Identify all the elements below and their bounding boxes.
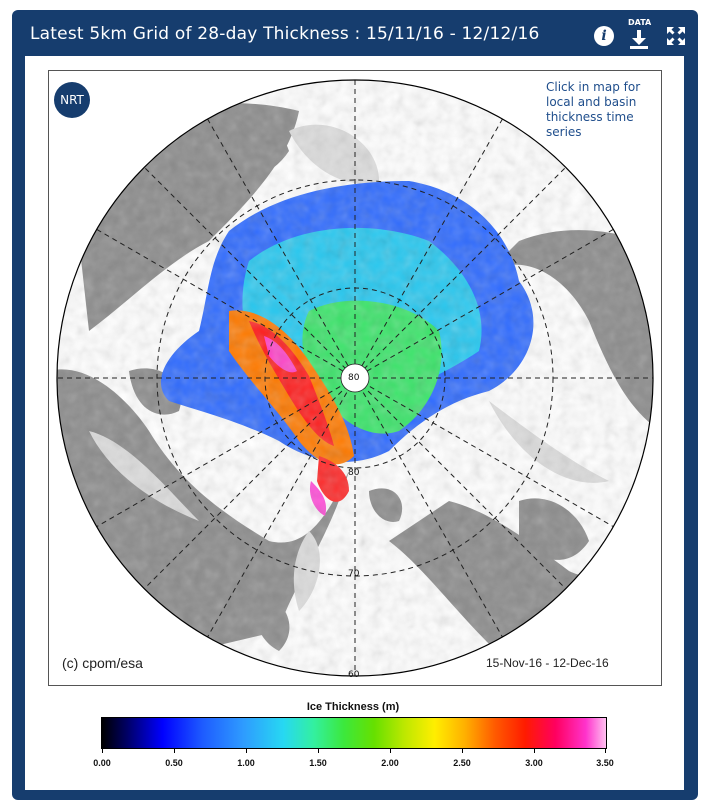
colorbar-tick-label: 2.00 <box>381 758 399 768</box>
widget-title: Latest 5km Grid of 28-day Thickness : 15… <box>30 24 540 44</box>
map-hint: Click in map for local and basin thickne… <box>546 80 641 139</box>
colorbar-tick <box>462 748 463 753</box>
lat-label-60: 60 <box>348 670 360 680</box>
lat-label-70b: 70 <box>348 569 360 579</box>
colorbar-tick-label: 3.50 <box>596 758 614 768</box>
map-boundary <box>56 79 654 677</box>
colorbar-tick <box>318 748 319 753</box>
expand-icon[interactable] <box>666 26 686 46</box>
colorbar-tick <box>605 748 606 753</box>
colorbar-tick <box>390 748 391 753</box>
polar-map-svg[interactable]: 80 80 70 60 <box>49 71 661 685</box>
colorbar-tick <box>174 748 175 753</box>
colorbar-tick-label: 0.00 <box>93 758 111 768</box>
colorbar-tick-label: 2.50 <box>453 758 471 768</box>
info-icon[interactable]: i <box>594 26 614 46</box>
copyright-text: (c) cpom/esa <box>62 655 143 671</box>
download-icon[interactable] <box>628 28 650 50</box>
colorbar-tick <box>534 748 535 753</box>
colorbar-title: Ice Thickness (m) <box>306 701 400 713</box>
lat-label-80: 80 <box>348 373 360 383</box>
colorbar-tick-label: 1.50 <box>309 758 327 768</box>
lat-label-70: 80 <box>348 468 360 478</box>
nrt-badge: NRT <box>54 82 90 118</box>
colorbar-tick-label: 1.00 <box>237 758 255 768</box>
thickness-map[interactable]: 80 80 70 60 <box>48 70 662 686</box>
colorbar-tick <box>102 748 103 753</box>
colorbar-tick-label: 3.00 <box>525 758 543 768</box>
data-label: DATA <box>628 18 652 27</box>
pole-hole <box>340 363 370 393</box>
thickness-colorbar <box>101 717 607 749</box>
colorbar-tick <box>246 748 247 753</box>
colorbar-tick-label: 0.50 <box>165 758 183 768</box>
map-date-range: 15-Nov-16 - 12-Dec-16 <box>486 656 609 670</box>
